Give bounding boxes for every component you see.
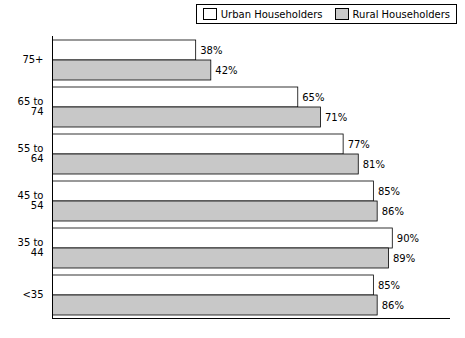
svg-text:65%: 65% [302, 92, 324, 103]
svg-text:71%: 71% [325, 112, 347, 123]
svg-text:86%: 86% [382, 300, 404, 311]
svg-text:90%: 90% [397, 233, 419, 244]
svg-text:65 to74: 65 to74 [18, 96, 44, 117]
svg-text:55 to64: 55 to64 [18, 143, 44, 164]
svg-text:89%: 89% [393, 253, 415, 264]
html-text:Rural Householders: Rural Householders [352, 8, 450, 20]
svg-text:45 to54: 45 to54 [18, 190, 44, 211]
svg-text:38%: 38% [200, 45, 222, 56]
svg-text:75+: 75+ [22, 54, 43, 65]
svg-text:81%: 81% [363, 159, 385, 170]
html-text:Urban Householders: Urban Householders [220, 8, 323, 20]
svg-text:77%: 77% [348, 139, 370, 150]
svg-text:85%: 85% [378, 280, 400, 291]
svg-text:<35: <35 [22, 289, 43, 300]
svg-text:86%: 86% [382, 206, 404, 217]
svg-text:42%: 42% [215, 65, 237, 76]
svg-text:35 to44: 35 to44 [18, 237, 44, 258]
svg-text:85%: 85% [378, 186, 400, 197]
